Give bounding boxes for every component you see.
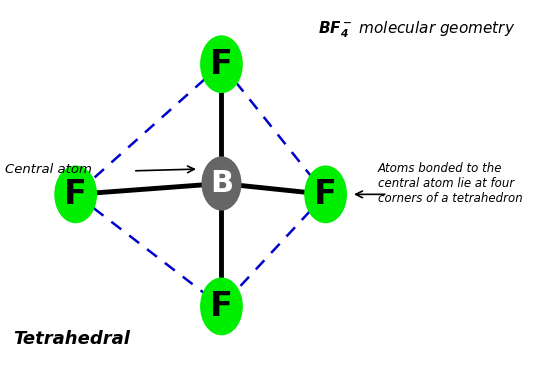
Text: $\bfit{BF_4^-}$ $\it{molecular\ geometry}$: $\bfit{BF_4^-}$ $\it{molecular\ geometry…	[318, 19, 515, 40]
Ellipse shape	[200, 277, 243, 335]
Text: F: F	[314, 178, 337, 211]
Ellipse shape	[304, 166, 347, 223]
Ellipse shape	[54, 166, 97, 223]
Text: F: F	[64, 178, 87, 211]
Ellipse shape	[202, 156, 242, 211]
Text: B: B	[210, 169, 233, 198]
Text: Central atom: Central atom	[6, 163, 93, 175]
Text: Tetrahedral: Tetrahedral	[13, 330, 130, 348]
Text: F: F	[210, 48, 233, 81]
Ellipse shape	[200, 35, 243, 93]
Text: F: F	[210, 290, 233, 323]
Text: Atoms bonded to the
central atom lie at four
corners of a tetrahedron: Atoms bonded to the central atom lie at …	[378, 162, 522, 205]
